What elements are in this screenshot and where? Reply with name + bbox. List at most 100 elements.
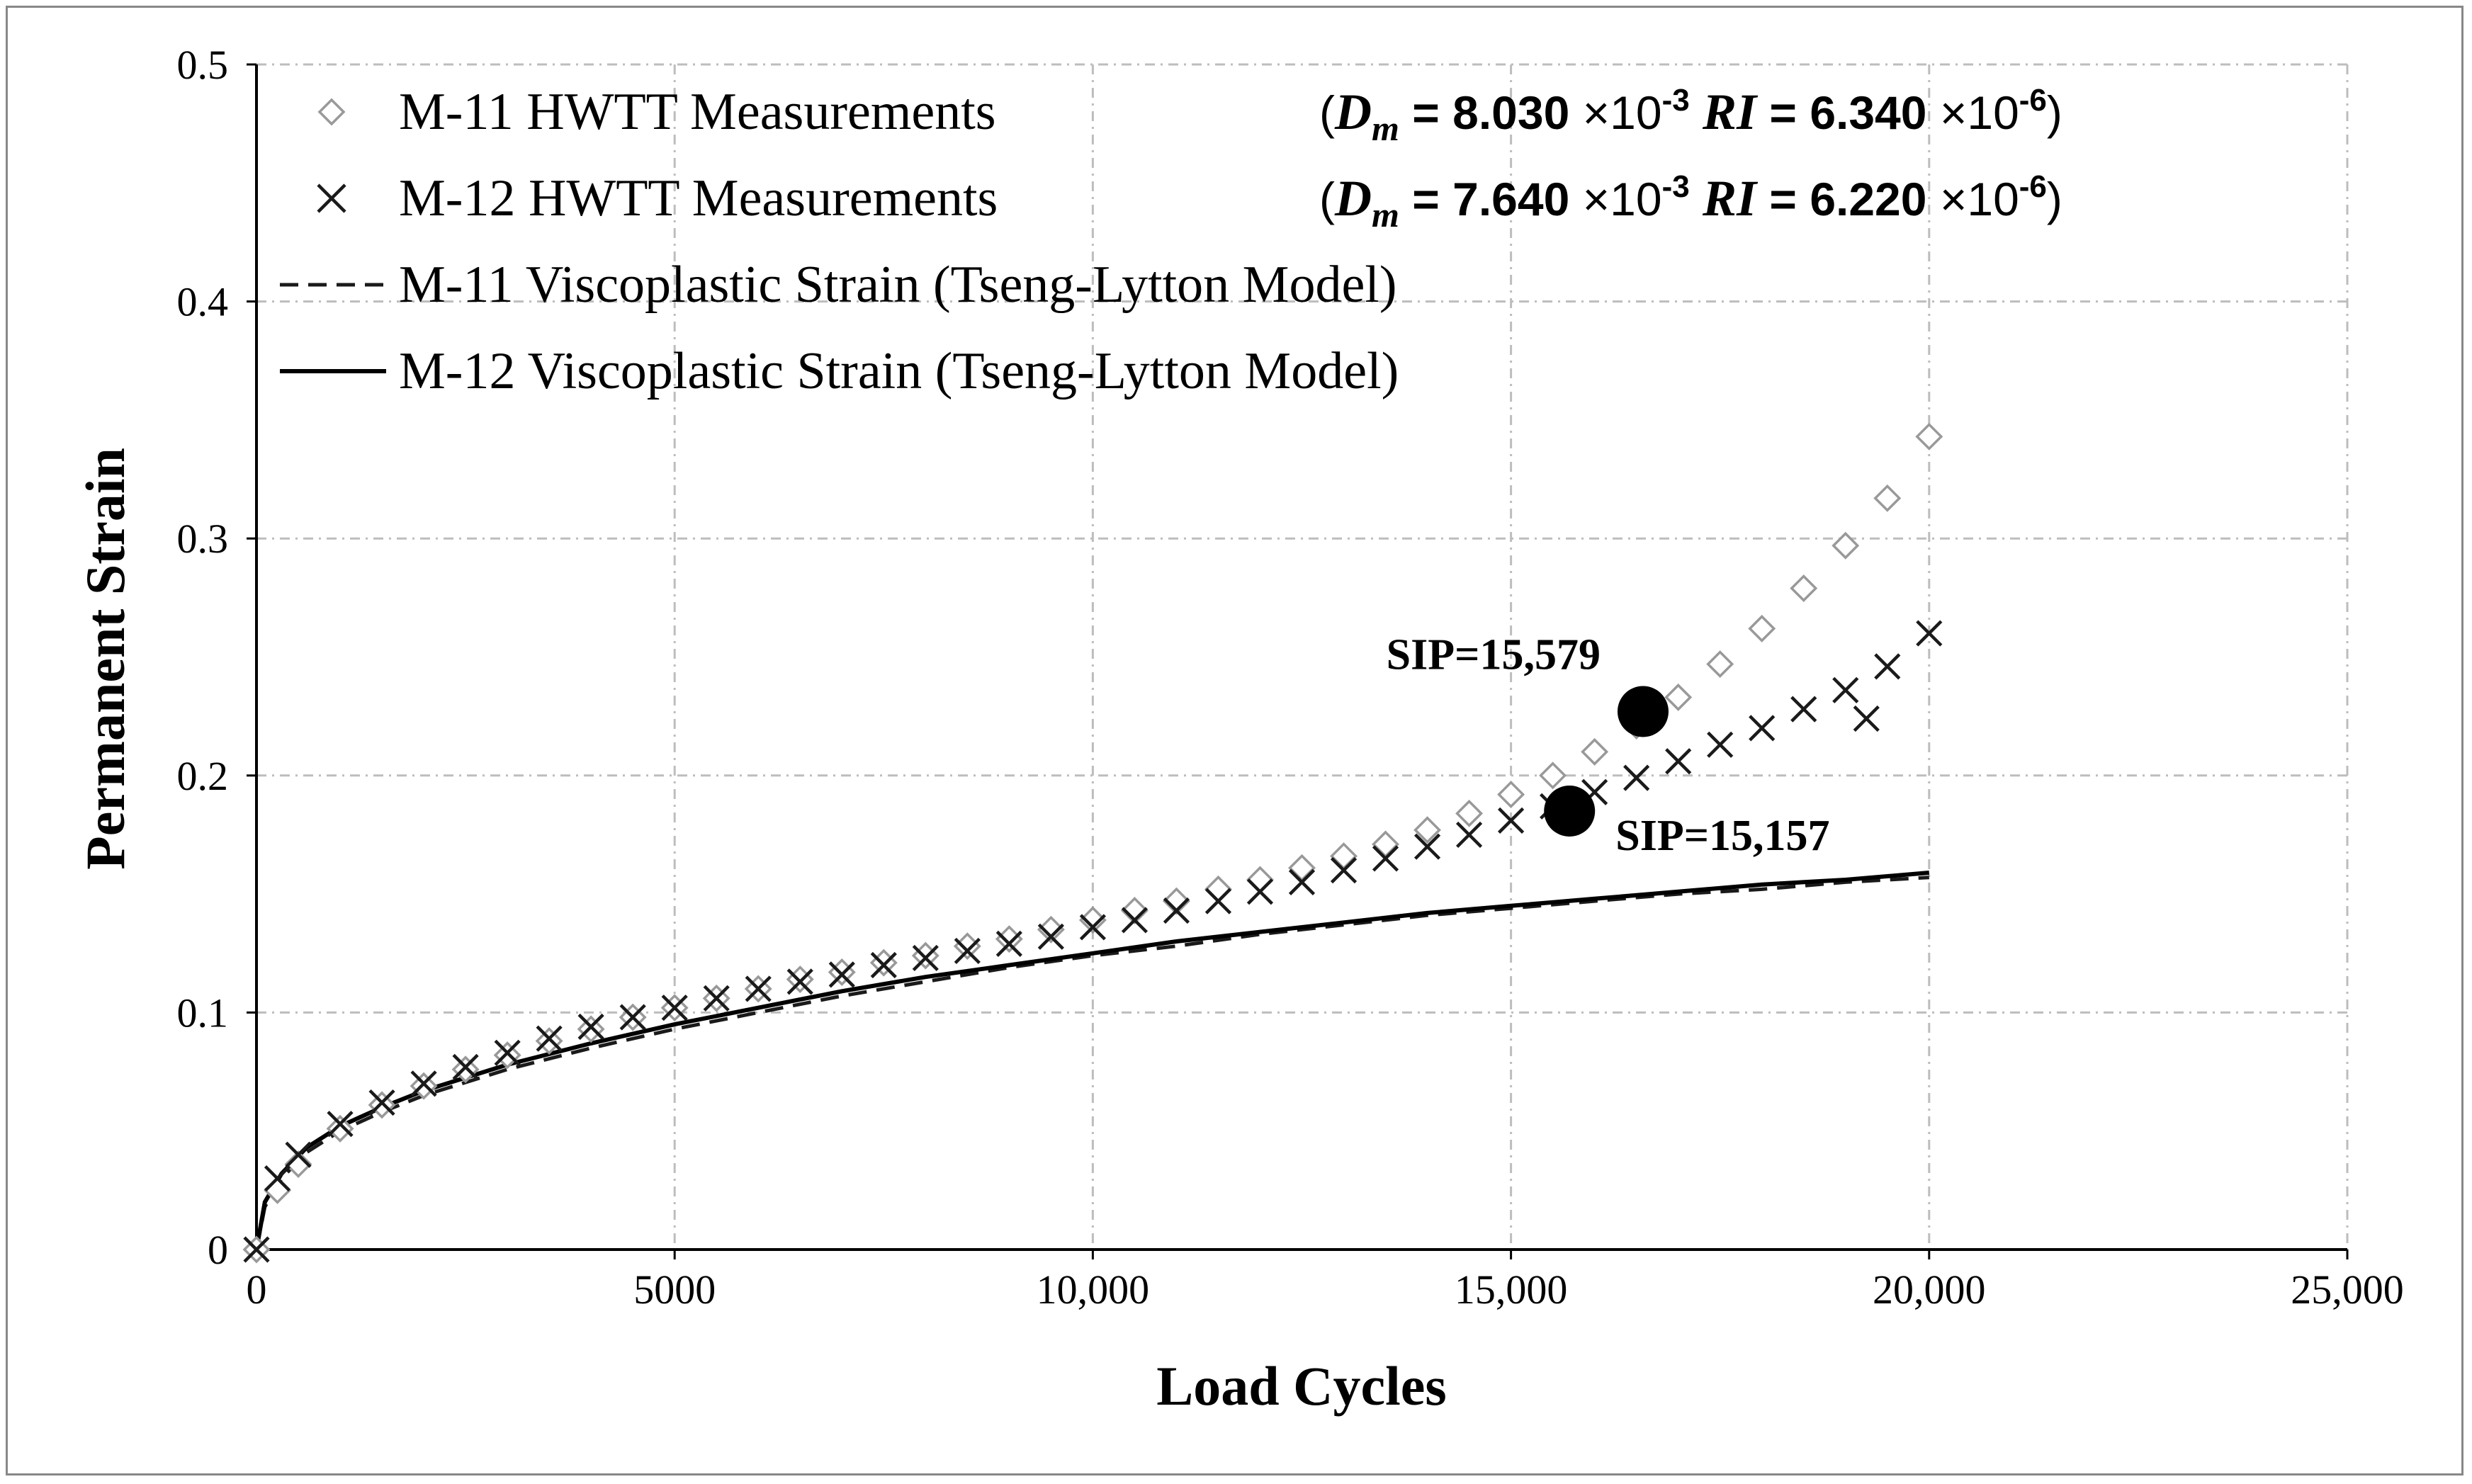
m12-point (285, 1141, 312, 1168)
m12-point (1246, 878, 1274, 905)
m11-point (1078, 906, 1107, 934)
m12-point (1916, 620, 1943, 647)
m12-point (1623, 764, 1650, 791)
legend-param: (Dm = 7.640 ×10-3 RI = 6.220 ×10-6) (1319, 169, 2062, 234)
m12-point (1749, 715, 1776, 742)
legend-diamond-icon (317, 98, 346, 126)
legend-label: M-11 HWTT Measurements (399, 83, 996, 141)
m12-point (410, 1070, 437, 1097)
grid-lines (256, 63, 2349, 1250)
legend-param: (Dm = 8.030 ×10-3 RI = 6.340 ×10-6) (1319, 83, 2062, 148)
legend-label: M-12 HWTT Measurements (399, 169, 998, 227)
m12-point (828, 961, 855, 988)
y-tick-label: 0.1 (177, 990, 229, 1036)
m11-point (1162, 887, 1190, 915)
m12-point (619, 1004, 646, 1031)
m11-point (1873, 484, 1902, 512)
m11-point (535, 1027, 563, 1055)
m11-point (1413, 816, 1442, 844)
m12-point (1204, 888, 1232, 914)
m11-point (1246, 866, 1274, 894)
m12-point (786, 968, 813, 995)
tick-labels: 0 5000 10,000 15,000 20,000 25,000 0 0.1 0.2 0.3 0… (177, 42, 2404, 1313)
m12-point (1665, 748, 1692, 775)
m11-point (1497, 781, 1525, 809)
x-tick-label: 15,000 (1455, 1267, 1568, 1313)
m12-point (1498, 807, 1525, 834)
x-tick-label: 0 (247, 1267, 267, 1313)
y-axis-label: Permanent Strain (74, 448, 136, 870)
chart-frame (6, 6, 2463, 1475)
measurement-markers (242, 422, 1943, 1264)
m11-point (1706, 650, 1734, 679)
m11-point (493, 1041, 521, 1070)
sip-point (1617, 686, 1669, 737)
m12-point (954, 937, 981, 964)
m12-point (703, 985, 730, 1012)
m12-point (870, 951, 897, 979)
m11-point (1748, 614, 1776, 642)
m12-point (1874, 653, 1901, 680)
m11-point (1664, 683, 1693, 711)
m12-point (1413, 833, 1441, 860)
m11-point (911, 941, 939, 970)
m11-point (995, 925, 1023, 953)
x-tick-label: 5000 (633, 1267, 716, 1313)
m11-point (1330, 842, 1358, 871)
m12-point (661, 995, 688, 1021)
m11-point (368, 1091, 396, 1119)
legend-cross-icon (317, 183, 346, 213)
m11-point (1120, 897, 1148, 924)
y-tick-label: 0.4 (177, 279, 229, 325)
legend-label: M-11 Viscoplastic Strain (Tseng-Lytton M… (399, 256, 1397, 314)
y-tick-label: 0.2 (177, 753, 229, 799)
m11-point (869, 948, 898, 977)
sip-annotations: SIP=15,579 SIP=15,157 (1387, 630, 1830, 860)
m11-point (1455, 799, 1484, 827)
m12-point (1288, 868, 1316, 895)
m12-point (577, 1013, 604, 1041)
m11-point (1915, 422, 1943, 451)
m12-point (1853, 705, 1880, 732)
sip-point (1544, 785, 1596, 837)
m11-point (786, 965, 814, 994)
m11-point (451, 1055, 480, 1084)
m12-point (1832, 676, 1859, 703)
m11-point (410, 1072, 438, 1100)
m12-point (452, 1053, 479, 1080)
m12-point (912, 944, 939, 972)
m12-point (1330, 857, 1358, 884)
x-axis-label: Load Cycles (1156, 1355, 1447, 1417)
m12-point (1079, 914, 1106, 941)
m11-point (1790, 574, 1818, 602)
m11-point (828, 958, 856, 986)
m12-point (243, 1236, 270, 1263)
y-tick-label: 0.5 (177, 42, 229, 88)
m11-point (1204, 875, 1232, 903)
m11-point (284, 1150, 312, 1179)
m12-point (1121, 907, 1148, 934)
m12-point (1455, 821, 1483, 849)
m11-point (1832, 531, 1860, 560)
m11-point (577, 1015, 605, 1043)
m11-point (1372, 830, 1400, 859)
m11-point (1581, 737, 1609, 766)
x-tick-label: 10,000 (1037, 1267, 1150, 1313)
m11-point (1539, 761, 1567, 790)
m12-point (368, 1089, 395, 1116)
m12-point (1707, 731, 1734, 758)
m12-point (745, 975, 772, 1002)
m11-point (953, 932, 981, 961)
sip-label: SIP=15,579 (1387, 630, 1601, 679)
m12-point (536, 1025, 563, 1052)
m12-point (264, 1165, 291, 1192)
m11-point (326, 1114, 354, 1143)
m12-point (1790, 696, 1817, 723)
m12-point (327, 1111, 354, 1138)
legend: M-11 HWTT Measurements M-12 HWTT Measurem… (280, 83, 2062, 400)
m12-point (1372, 845, 1399, 872)
m12-point (494, 1039, 521, 1066)
m11-point (1288, 854, 1316, 882)
x-tick-label: 25,000 (2291, 1267, 2404, 1313)
